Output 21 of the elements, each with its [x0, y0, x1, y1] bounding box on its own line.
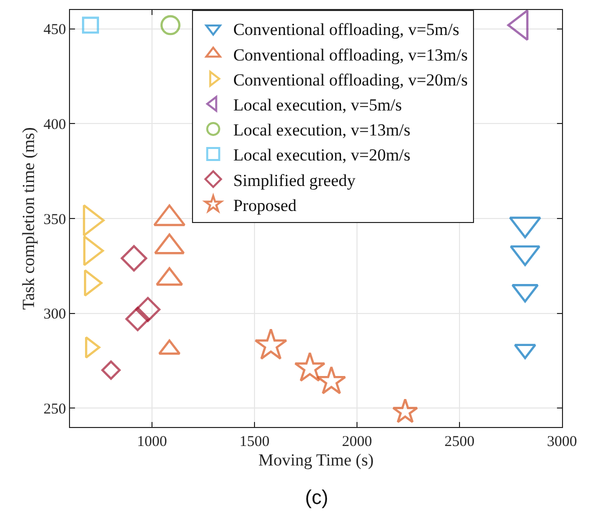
x-tick-label: 2500 — [444, 434, 474, 450]
legend-label: Conventional offloading, v=13m/s — [233, 45, 468, 64]
x-tick-label: 3000 — [547, 434, 577, 450]
y-tick-label: 400 — [44, 116, 66, 133]
y-tick-label: 300 — [44, 306, 66, 323]
x-axis-title: Moving Time (s) — [258, 450, 374, 470]
x-tick-label: 2000 — [342, 434, 372, 450]
legend-label: Conventional offloading, v=20m/s — [233, 70, 468, 90]
legend-label: Local execution, v=5m/s — [233, 95, 402, 114]
x-tick-label: 1500 — [240, 434, 270, 450]
legend-label: Local execution, v=13m/s — [233, 120, 410, 140]
legend-label: Proposed — [233, 196, 297, 215]
y-tick-label: 250 — [44, 401, 66, 418]
legend-label: Conventional offloading, v=5m/s — [233, 20, 460, 40]
y-axis-title: Task completion time (ms) — [19, 127, 38, 310]
legend-label: Local execution, v=20m/s — [233, 146, 410, 165]
legend-label: Simplified greedy — [233, 170, 356, 190]
x-tick-label: 1000 — [137, 434, 167, 450]
y-tick-label: 450 — [44, 22, 66, 38]
text: (c) — [305, 487, 328, 509]
y-tick-label: 350 — [44, 212, 66, 228]
